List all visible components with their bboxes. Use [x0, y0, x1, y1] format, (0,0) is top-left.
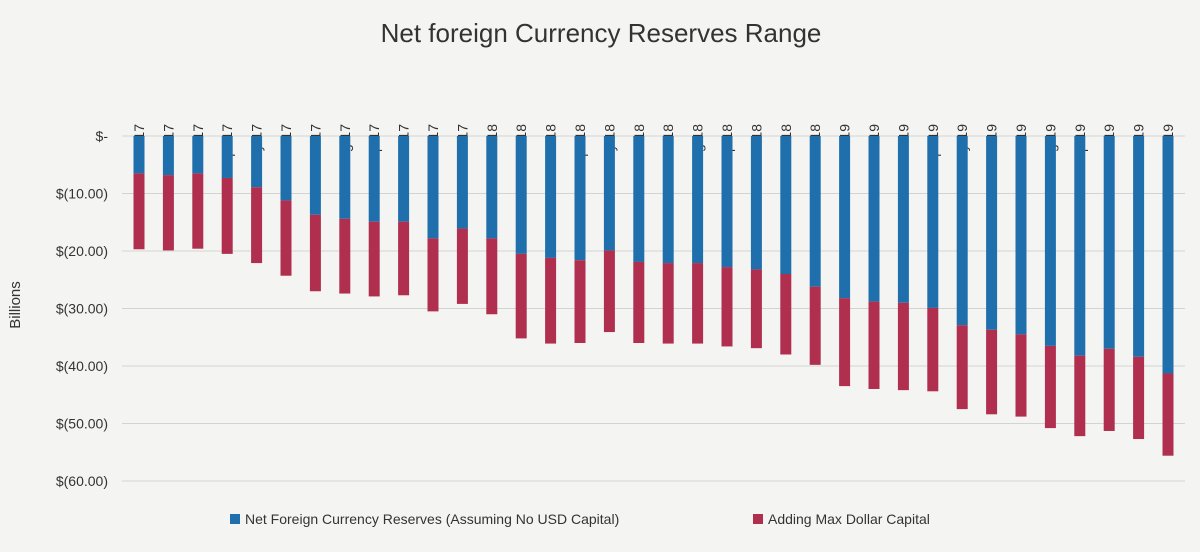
bar-max-dollar-capital — [192, 173, 204, 249]
y-tick-label: $- — [96, 128, 109, 144]
bar-max-dollar-capital — [545, 257, 557, 344]
bar-max-dollar-capital — [1044, 345, 1056, 429]
bar-net-reserves — [633, 136, 645, 262]
bar-net-reserves — [780, 136, 792, 274]
bar-net-reserves — [574, 136, 586, 261]
bar-net-reserves — [515, 136, 527, 254]
bar-max-dollar-capital — [427, 238, 439, 312]
bar-net-reserves — [221, 136, 233, 178]
bar-max-dollar-capital — [1074, 355, 1086, 437]
bar-max-dollar-capital — [897, 302, 909, 391]
bar-net-reserves — [1044, 136, 1056, 346]
bar-max-dollar-capital — [839, 298, 851, 387]
bar-max-dollar-capital — [780, 274, 792, 355]
legend-swatch-max-dollar-capital — [753, 514, 763, 524]
bar-net-reserves — [339, 136, 351, 219]
bar-max-dollar-capital — [1133, 356, 1145, 440]
bar-max-dollar-capital — [251, 187, 263, 264]
y-axis-label: Billions — [7, 281, 24, 329]
bar-net-reserves — [280, 136, 292, 201]
bar-net-reserves — [1133, 136, 1145, 357]
bar-max-dollar-capital — [162, 175, 174, 251]
bar-max-dollar-capital — [1015, 334, 1027, 417]
bar-max-dollar-capital — [309, 214, 321, 292]
bar-max-dollar-capital — [339, 218, 351, 294]
bar-max-dollar-capital — [398, 221, 410, 296]
bar-max-dollar-capital — [692, 263, 704, 344]
bar-net-reserves — [1103, 136, 1115, 349]
legend: Net Foreign Currency Reserves (Assuming … — [230, 511, 930, 527]
bar-max-dollar-capital — [809, 286, 821, 365]
y-tick-label: $(60.00) — [56, 473, 108, 489]
legend-label-net-reserves: Net Foreign Currency Reserves (Assuming … — [245, 511, 619, 527]
bar-net-reserves — [1074, 136, 1086, 356]
chart-title: Net foreign Currency Reserves Range — [381, 18, 822, 48]
bar-net-reserves — [545, 136, 557, 258]
bar-max-dollar-capital — [721, 267, 733, 347]
bar-max-dollar-capital — [486, 238, 498, 315]
bar-max-dollar-capital — [750, 269, 762, 349]
bar-max-dollar-capital — [603, 250, 615, 333]
y-tick-label: $(10.00) — [56, 186, 108, 202]
bar-max-dollar-capital — [868, 301, 880, 389]
bar-net-reserves — [986, 136, 998, 330]
bar-net-reserves — [956, 136, 968, 326]
bar-net-reserves — [192, 136, 204, 174]
bar-net-reserves — [398, 136, 410, 222]
bar-net-reserves — [1162, 136, 1174, 374]
bar-net-reserves — [456, 136, 468, 229]
bar-net-reserves — [692, 136, 704, 264]
bar-net-reserves — [133, 136, 145, 174]
y-tick-label: $(50.00) — [56, 416, 108, 432]
bar-net-reserves — [927, 136, 939, 308]
bars — [133, 136, 1174, 456]
y-tick-labels: $- $(10.00) $(20.00) $(30.00) $(40.00) $(50.0… — [56, 128, 108, 489]
bar-net-reserves — [839, 136, 851, 299]
bar-max-dollar-capital — [986, 329, 998, 415]
gridlines — [122, 135, 1185, 482]
bar-max-dollar-capital — [633, 261, 645, 343]
bar-max-dollar-capital — [456, 228, 468, 304]
bar-net-reserves — [868, 136, 880, 302]
bar-net-reserves — [162, 136, 174, 176]
y-tick-label: $(40.00) — [56, 358, 108, 374]
bar-max-dollar-capital — [1162, 373, 1174, 456]
bar-max-dollar-capital — [368, 221, 380, 297]
y-tick-label: $(20.00) — [56, 243, 108, 259]
bar-max-dollar-capital — [574, 260, 586, 343]
bar-net-reserves — [1015, 136, 1027, 335]
bar-net-reserves — [486, 136, 498, 239]
bar-net-reserves — [750, 136, 762, 270]
bar-net-reserves — [897, 136, 909, 303]
bar-net-reserves — [809, 136, 821, 287]
legend-swatch-net-reserves — [230, 514, 240, 524]
bar-max-dollar-capital — [662, 263, 674, 344]
bar-max-dollar-capital — [927, 307, 939, 392]
y-tick-label: $(30.00) — [56, 301, 108, 317]
bar-net-reserves — [603, 136, 615, 251]
bar-max-dollar-capital — [221, 177, 233, 254]
bar-max-dollar-capital — [956, 325, 968, 410]
bar-max-dollar-capital — [1103, 348, 1115, 431]
bar-max-dollar-capital — [280, 200, 292, 276]
bar-max-dollar-capital — [133, 173, 145, 250]
bar-net-reserves — [251, 136, 263, 188]
bar-net-reserves — [662, 136, 674, 264]
bar-max-dollar-capital — [515, 253, 527, 339]
bar-net-reserves — [427, 136, 439, 239]
bar-net-reserves — [721, 136, 733, 268]
bar-net-reserves — [309, 136, 321, 215]
legend-label-max-dollar-capital: Adding Max Dollar Capital — [768, 511, 930, 527]
bar-net-reserves — [368, 136, 380, 222]
